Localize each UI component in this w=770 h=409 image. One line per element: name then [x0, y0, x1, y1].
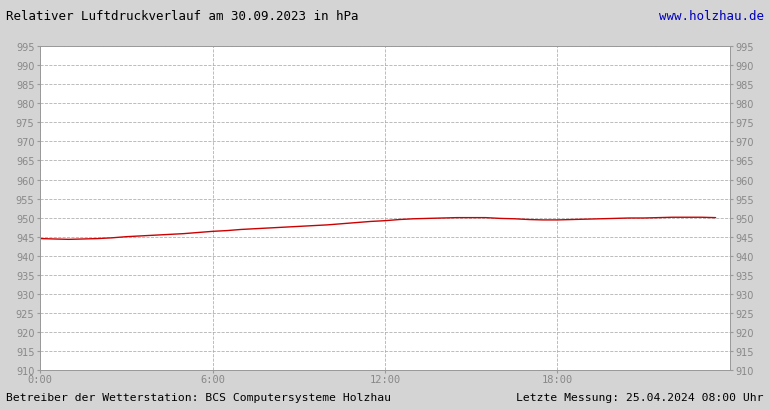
- Text: Relativer Luftdruckverlauf am 30.09.2023 in hPa: Relativer Luftdruckverlauf am 30.09.2023…: [6, 10, 359, 23]
- Text: Letzte Messung: 25.04.2024 08:00 Uhr: Letzte Messung: 25.04.2024 08:00 Uhr: [517, 392, 764, 402]
- Text: www.holzhau.de: www.holzhau.de: [659, 10, 764, 23]
- Text: Betreiber der Wetterstation: BCS Computersysteme Holzhau: Betreiber der Wetterstation: BCS Compute…: [6, 392, 391, 402]
